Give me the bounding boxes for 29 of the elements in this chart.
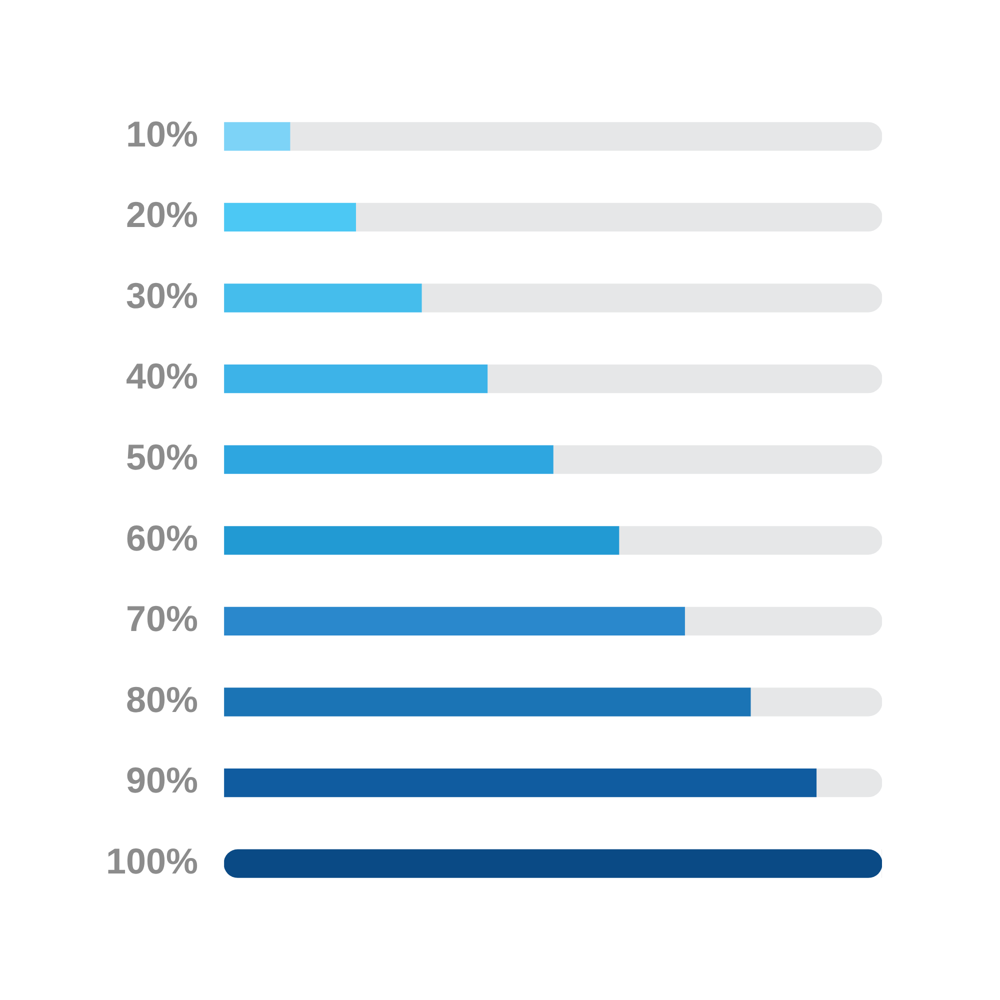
bar xyxy=(816,768,882,798)
bar xyxy=(224,606,685,636)
bar xyxy=(750,688,882,716)
y-tick-label: 10% xyxy=(126,113,198,154)
bar xyxy=(421,284,882,312)
y-tick-label: 70% xyxy=(126,598,198,640)
bar xyxy=(224,445,554,474)
bar xyxy=(224,202,356,232)
bar xyxy=(486,364,882,394)
bar xyxy=(224,688,751,716)
y-tick-label: 100% xyxy=(106,840,198,882)
bar xyxy=(290,122,882,151)
y-tick-label: 90% xyxy=(126,760,198,801)
bar xyxy=(224,849,882,878)
bar xyxy=(224,526,620,555)
bar xyxy=(684,606,882,636)
y-tick-label: 80% xyxy=(126,678,198,720)
y-tick-label: 50% xyxy=(126,436,198,478)
bar xyxy=(552,445,882,474)
y-tick-label: 30% xyxy=(126,274,198,316)
bar xyxy=(224,364,488,394)
bar xyxy=(224,768,817,798)
y-tick-label: 40% xyxy=(126,356,198,397)
y-tick-label: 20% xyxy=(126,194,198,236)
bar xyxy=(224,284,422,312)
bar xyxy=(355,202,882,232)
y-tick-label: 60% xyxy=(126,517,198,558)
bar xyxy=(618,526,882,555)
bar xyxy=(224,122,290,151)
